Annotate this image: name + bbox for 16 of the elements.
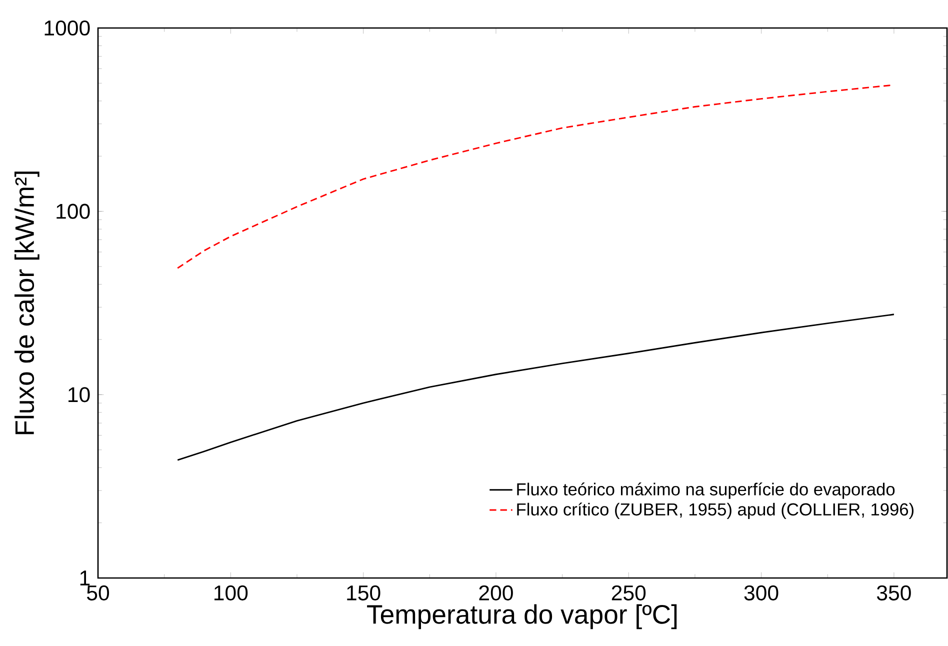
- y-tick-label: 100: [56, 204, 90, 219]
- x-tick-label: 250: [612, 585, 646, 600]
- y-tick-label: 10: [68, 387, 90, 402]
- x-tick-label: 50: [86, 585, 110, 600]
- x-tick-label: 350: [876, 585, 911, 600]
- y-tick-label: 1: [80, 570, 90, 586]
- legend-label: Fluxo teórico máximo na superfície do evaporado: [517, 482, 895, 499]
- legend-label: Fluxo crítico (ZUBER, 1955) apud (COLLIER, 1996): [517, 502, 914, 519]
- x-tick-label: 200: [479, 585, 513, 600]
- x-tick-label: 150: [347, 585, 380, 600]
- y-axis-title: Fluxo de calor [kW/m²]: [14, 172, 40, 434]
- y-tick-label: 1000: [44, 20, 90, 36]
- x-tick-label: 100: [214, 585, 248, 600]
- x-axis-title: Temperatura do vapor [ºC]: [367, 604, 677, 630]
- x-tick-label: 300: [744, 585, 778, 600]
- line-series: [176, 314, 895, 461]
